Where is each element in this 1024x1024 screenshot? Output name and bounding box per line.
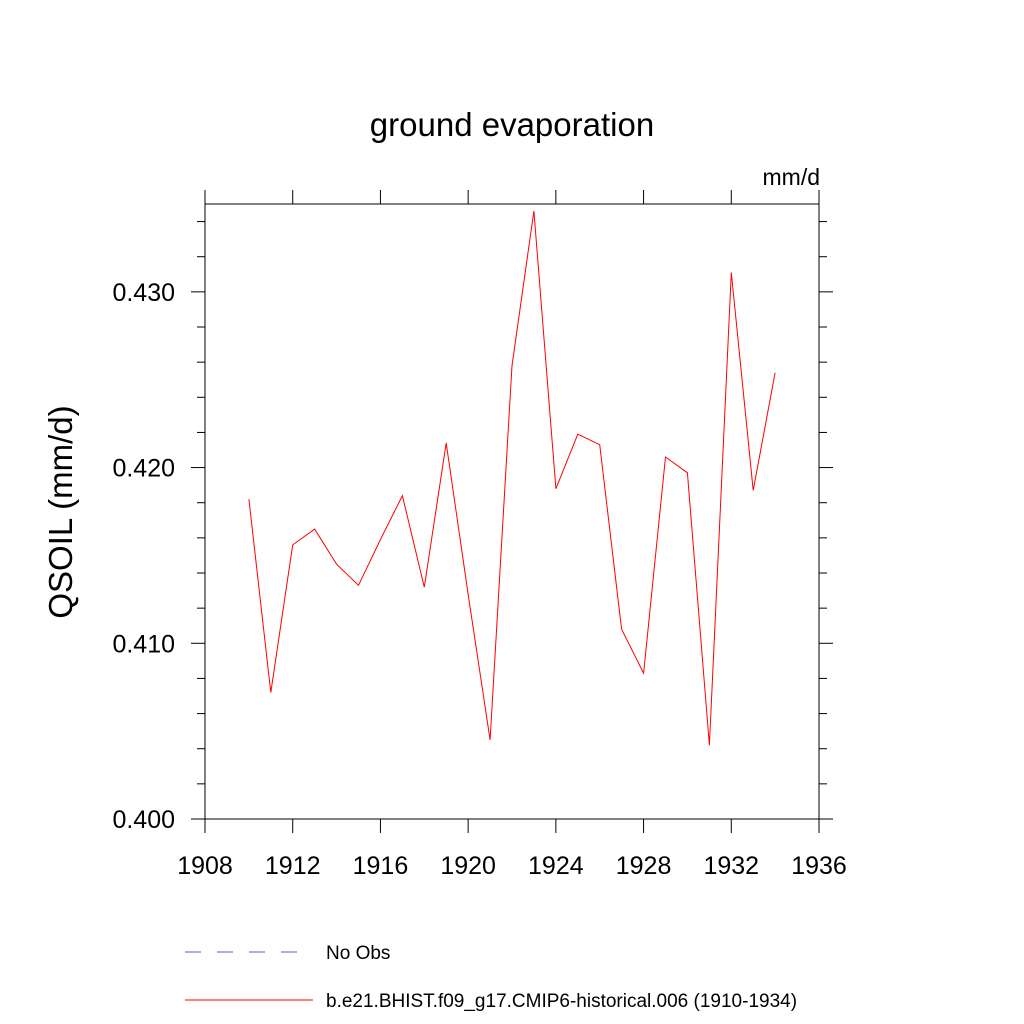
tick-labels: 1908 1912 1916 1920 1924 1928 1932 1936 0.400 0.4… — [112, 279, 846, 880]
chart-title: ground evaporation — [370, 106, 654, 143]
x-tick-label: 1924 — [528, 852, 584, 880]
x-tick-label: 1920 — [440, 852, 496, 880]
y-tick-label: 0.430 — [112, 279, 175, 307]
axis-ticks — [191, 190, 833, 833]
legend: No Obs b.e21.BHIST.f09_g17.CMIP6-historic… — [185, 943, 797, 1012]
y-tick-label: 0.420 — [112, 455, 175, 483]
plot-frame — [204, 203, 820, 820]
x-tick-label: 1932 — [703, 852, 759, 880]
units-label: mm/d — [763, 164, 821, 190]
x-tick-label: 1916 — [353, 852, 409, 880]
x-tick-label: 1936 — [791, 852, 847, 880]
series-layer — [248, 210, 776, 746]
legend-label: b.e21.BHIST.f09_g17.CMIP6-historical.006… — [326, 991, 797, 1012]
x-tick-label: 1928 — [616, 852, 672, 880]
legend-label: No Obs — [326, 943, 390, 964]
y-axis-label: QSOIL (mm/d) — [42, 405, 79, 618]
y-tick-label: 0.400 — [112, 806, 175, 834]
x-tick-label: 1908 — [177, 852, 233, 880]
series-line — [248, 210, 776, 746]
y-tick-label: 0.410 — [112, 630, 175, 658]
x-tick-label: 1912 — [265, 852, 321, 880]
